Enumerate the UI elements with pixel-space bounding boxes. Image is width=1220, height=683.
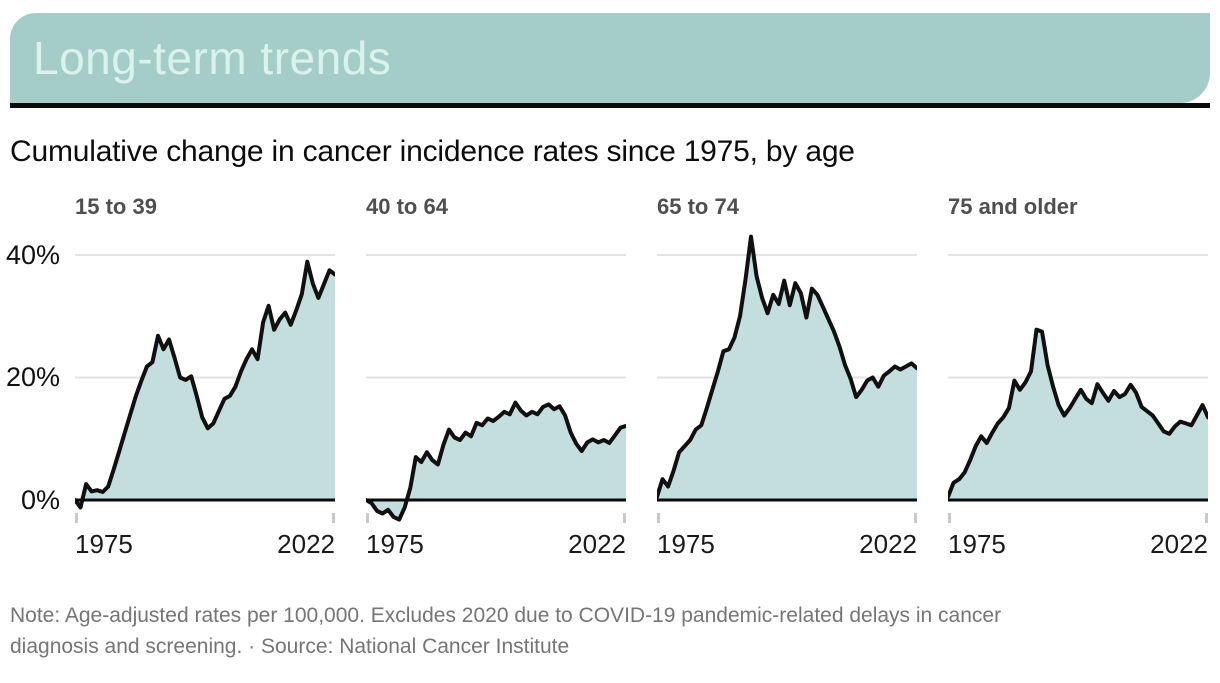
x-axis-tick-start: 1975: [657, 529, 715, 559]
panel-label: 75 and older: [948, 194, 1078, 219]
x-axis-tick-end: 2022: [859, 529, 917, 559]
x-axis-labels: 1975 2022: [75, 530, 335, 558]
source-note-line1: Note: Age-adjusted rates per 100,000. Ex…: [10, 604, 1002, 627]
panel-label: 40 to 64: [366, 194, 448, 219]
x-axis-labels: 1975 2022: [366, 530, 626, 558]
header-tag: Long-term trends: [10, 13, 1210, 103]
small-multiples-row: 40% 20% 0% 15 to 39 1975 2022 40 to 64 1…: [0, 193, 1220, 558]
panel-age-40-64: 40 to 64 1975 2022: [366, 193, 626, 558]
x-axis-tick-end: 2022: [568, 529, 626, 559]
source-note-line2: diagnosis and screening. · Source: Natio…: [10, 635, 570, 658]
panel-age-75-older: 75 and older 1975 2022: [948, 193, 1208, 558]
x-axis-labels: 1975 2022: [948, 530, 1208, 558]
y-axis-tick-40: 40%: [5, 240, 60, 270]
y-axis-tick-20: 20%: [5, 362, 60, 392]
x-axis-tick-end: 2022: [1150, 529, 1208, 559]
header-tag-label: Long-term trends: [33, 32, 392, 84]
panel-label: 65 to 74: [657, 194, 739, 219]
x-axis-tick-start: 1975: [948, 529, 1006, 559]
area-chart-65-74: [657, 234, 917, 523]
panel-age-65-74: 65 to 74 1975 2022: [657, 193, 917, 558]
area-chart-75-older: [948, 254, 1208, 523]
header-divider: [10, 103, 1210, 108]
panel-age-15-39: 15 to 39 1975 2022: [75, 193, 335, 558]
chart-title: Cumulative change in cancer incidence ra…: [10, 135, 855, 168]
y-axis-tick-0: 0%: [20, 485, 60, 515]
area-chart-40-64: [366, 254, 626, 523]
source-note: Note: Age-adjusted rates per 100,000. Ex…: [10, 600, 1210, 662]
x-axis-tick-start: 1975: [366, 529, 424, 559]
area-chart-15-39: [75, 254, 335, 523]
x-axis-tick-start: 1975: [75, 529, 133, 559]
x-axis-tick-end: 2022: [277, 529, 335, 559]
x-axis-labels: 1975 2022: [657, 530, 917, 558]
panel-label: 15 to 39: [75, 194, 157, 219]
